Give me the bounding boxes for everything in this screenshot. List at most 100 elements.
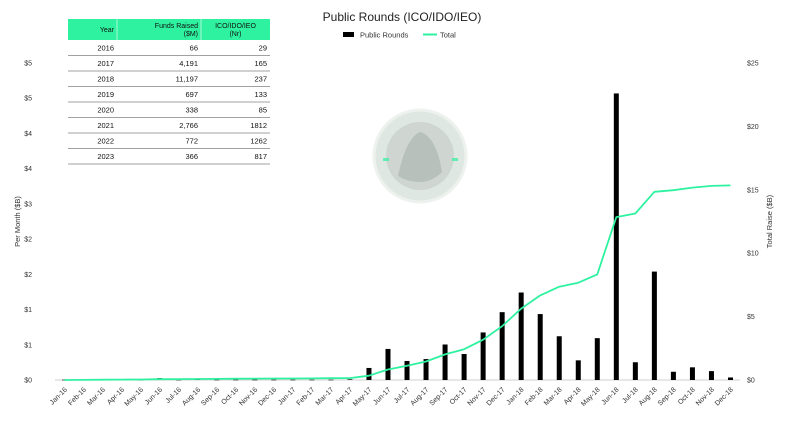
bar-public-rounds [366, 367, 372, 380]
table-header-cell: Funds Raised ($M) [155, 23, 198, 38]
bar-public-rounds [632, 362, 638, 380]
bar-public-rounds [385, 348, 391, 380]
table-cell: 1262 [250, 137, 267, 146]
summary-table: Year Funds Raised ($M) ICO/IDO/IEO (Nr) 2016 6… [68, 19, 270, 165]
table-cell: 2021 [97, 121, 114, 130]
x-axis-tick: Jan-18 [506, 386, 526, 406]
bar-public-rounds [461, 354, 467, 380]
x-axis-tick: Oct-18 [677, 386, 697, 406]
table-cell: 11,197 [176, 75, 198, 84]
bar-public-rounds [556, 336, 562, 380]
x-axis-tick: Jun-16 [144, 386, 164, 406]
seal-bust [398, 132, 442, 182]
bar-public-rounds [233, 379, 239, 381]
table-header-line: Funds Raised [155, 23, 198, 30]
table-cell: 817 [254, 152, 267, 161]
table-cell: 2016 [97, 44, 114, 53]
bar-public-rounds [252, 379, 258, 381]
bar-public-rounds [575, 360, 581, 380]
legend-label-public-rounds: Public Rounds [360, 31, 409, 40]
x-axis-tick: Jun-18 [601, 386, 621, 406]
right-axis-title: Total Raise ($B) [765, 194, 774, 248]
left-axis-tick: $1 [24, 342, 32, 349]
x-axis-tick: Dec-17 [486, 386, 507, 407]
table-cell: 165 [254, 59, 267, 68]
x-axis-tick: Nov-16 [238, 386, 259, 407]
bar-public-rounds [328, 379, 334, 381]
table-header-line: (Nr) [229, 31, 241, 38]
x-axis-tick: Sep-17 [429, 386, 450, 407]
bar-public-rounds [404, 360, 410, 380]
x-axis-tick: Sep-16 [200, 386, 221, 407]
left-axis-tick: $0 [24, 378, 32, 385]
x-axis-tick: Oct-17 [449, 386, 469, 406]
x-axis-tick: Aug-17 [410, 386, 431, 407]
legend-swatch-public-rounds [343, 32, 354, 37]
bar-public-rounds [689, 367, 695, 380]
table-header-line: ICO/IDO/IEO [215, 23, 256, 30]
x-axis-tick: May-16 [124, 386, 146, 408]
x-axis-tick: Mar-18 [543, 386, 564, 407]
table-cell: 237 [254, 75, 267, 84]
x-axis-tick: Nov-18 [695, 386, 716, 407]
table-cell: 4,191 [179, 59, 198, 68]
table-cell: 133 [254, 90, 267, 99]
x-axis-tick: Aug-16 [181, 386, 202, 407]
x-axis-tick: May-18 [580, 386, 602, 408]
x-axis-tick: May-17 [352, 386, 374, 408]
legend: Public Rounds Total [343, 31, 456, 40]
right-axis-tick: $5 [747, 314, 755, 321]
table-cell: 1812 [250, 121, 267, 130]
right-axis-tick: $0 [747, 378, 755, 385]
table-cell: 697 [185, 90, 198, 99]
bar-public-rounds [480, 332, 486, 380]
x-axis-tick: Feb-16 [67, 386, 88, 407]
table-cell: 2017 [97, 59, 114, 68]
x-axis-tick: Nov-17 [467, 386, 488, 407]
chart-title: Public Rounds (ICO/IDO/IEO) [323, 10, 482, 24]
left-axis-tick: $1 [24, 307, 32, 314]
x-axis-tick: Mar-16 [86, 386, 107, 407]
x-axis-tick: Feb-18 [524, 386, 545, 407]
bar-public-rounds [594, 338, 600, 380]
bar-public-rounds [518, 292, 524, 380]
x-axis-tick: Aug-18 [638, 386, 659, 407]
legend-label-total: Total [440, 31, 456, 40]
right-axis-tick: $15 [747, 187, 759, 194]
x-axis-tick: Dec-16 [257, 386, 278, 407]
bar-public-rounds [499, 312, 505, 380]
x-axis-tick: Mar-17 [315, 386, 336, 407]
bar-public-rounds [442, 344, 448, 380]
table-cell: 2,766 [179, 121, 198, 130]
left-axis-tick: $2 [24, 237, 32, 244]
table-header-cell: ICO/IDO/IEO (Nr) [215, 23, 256, 38]
table-cell: 85 [259, 106, 267, 115]
table-cell: 66 [190, 44, 198, 53]
table-cell: 2023 [97, 152, 114, 161]
table-cell: 338 [185, 106, 198, 115]
table-cell: 2019 [97, 90, 114, 99]
bar-public-rounds [271, 379, 277, 381]
x-axis-tick: Sep-18 [657, 386, 678, 407]
bar-series [62, 93, 733, 381]
table-header-bg [68, 19, 270, 40]
table-cell: 2020 [97, 106, 114, 115]
left-axis-tick: $2 [24, 272, 32, 279]
bar-public-rounds [309, 379, 315, 381]
seal-accent-right [452, 158, 458, 161]
table-cell: 29 [259, 44, 267, 53]
x-axis-tick: Feb-17 [296, 386, 317, 407]
right-axis: $0 $5 $10 $15 $20 $25 Total Raise ($B) [747, 61, 774, 385]
bar-public-rounds [537, 314, 543, 380]
bar-public-rounds [347, 379, 353, 380]
left-axis-title: Per Month ($B) [13, 196, 22, 247]
left-axis-tick: $3 [24, 201, 32, 208]
line-total [64, 184, 731, 381]
right-axis-tick: $25 [747, 61, 759, 68]
bar-public-rounds [670, 371, 676, 380]
table-cell: 772 [185, 137, 198, 146]
bar-public-rounds [214, 379, 220, 381]
